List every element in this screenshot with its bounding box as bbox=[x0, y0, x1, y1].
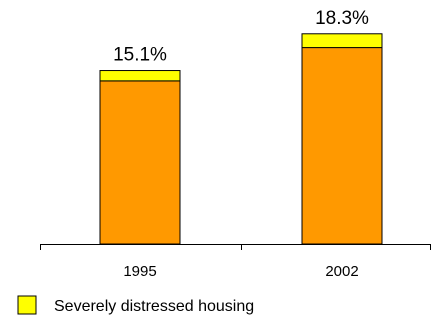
legend-label-severely-distressed: Severely distressed housing bbox=[54, 298, 254, 315]
x-tick-label-2002: 2002 bbox=[325, 263, 358, 280]
bars-layer bbox=[99, 33, 383, 245]
data-label-2002: 18.3% bbox=[315, 8, 369, 29]
bar-base-1995 bbox=[99, 80, 181, 245]
bar-severely-distressed-2002 bbox=[301, 33, 383, 49]
legend-swatch-severely-distressed bbox=[17, 295, 37, 315]
x-axis: 1995 2002 bbox=[40, 244, 431, 280]
x-tick-label-1995: 1995 bbox=[123, 263, 156, 280]
legend: Severely distressed housing bbox=[17, 295, 254, 315]
data-labels-layer: 15.1% 18.3% bbox=[113, 8, 369, 66]
bar-severely-distressed-1995 bbox=[99, 70, 181, 82]
bar-base-2002 bbox=[301, 47, 383, 245]
data-label-1995: 15.1% bbox=[113, 45, 167, 66]
